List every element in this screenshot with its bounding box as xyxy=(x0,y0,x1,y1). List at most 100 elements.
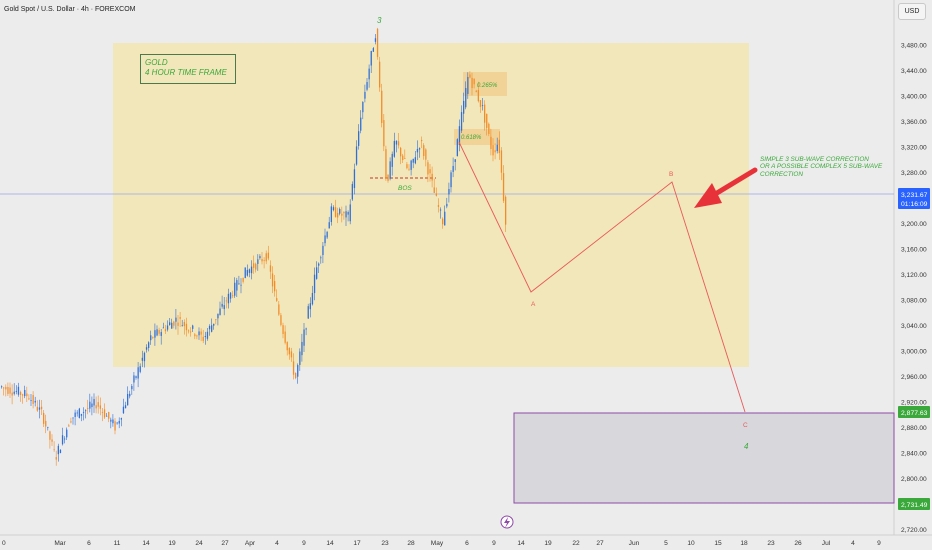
candle-body xyxy=(122,406,125,414)
candle-body xyxy=(95,405,97,409)
lightning-icon[interactable] xyxy=(500,515,514,529)
candle-body xyxy=(334,207,337,218)
candle-body xyxy=(257,259,259,264)
candle-body xyxy=(171,322,173,329)
candle-body xyxy=(250,266,253,274)
candle-body xyxy=(328,222,330,229)
candle-body xyxy=(127,394,129,406)
candle-body xyxy=(320,257,322,259)
target-zone-box xyxy=(513,412,895,504)
x-tick-label: 14 xyxy=(517,540,525,547)
candle-body xyxy=(276,298,278,301)
candle-body xyxy=(473,78,475,85)
candle-body xyxy=(383,120,385,147)
x-tick-label: May xyxy=(431,540,444,547)
candle-body xyxy=(498,139,500,154)
candle-body xyxy=(402,155,404,160)
candle-body xyxy=(238,283,240,285)
x-tick-label: 28 xyxy=(407,540,415,547)
x-tick-label: 0 xyxy=(2,540,6,547)
candle-body xyxy=(118,420,120,424)
candle-body xyxy=(103,409,106,418)
candle-body xyxy=(484,104,486,123)
candle-body xyxy=(397,141,400,146)
timeframe-line-1: GOLD xyxy=(145,58,168,67)
candle-body xyxy=(490,136,492,149)
candle-body xyxy=(385,149,387,179)
candle-body xyxy=(173,321,175,326)
candle-body xyxy=(376,28,379,57)
x-tick-label: 27 xyxy=(221,540,229,547)
candle-body xyxy=(162,327,164,329)
candle-body xyxy=(47,426,49,428)
candle-body xyxy=(185,323,188,331)
candle-body xyxy=(110,419,112,422)
candle-body xyxy=(439,209,442,211)
wave-c-label: C xyxy=(743,422,748,429)
symbol-title[interactable]: Gold Spot / U.S. Dollar · 4h · FOREXCOM xyxy=(4,6,136,13)
candle-body xyxy=(133,375,135,383)
x-tick-label: Mar xyxy=(54,540,66,547)
candle-body xyxy=(49,431,51,440)
candle-body xyxy=(66,429,68,438)
candle-body xyxy=(227,293,230,304)
candle-body xyxy=(101,412,104,413)
candle-body xyxy=(137,367,139,379)
candle-body xyxy=(229,292,232,299)
x-tick-label: 19 xyxy=(544,540,552,547)
wave-correction-note: SIMPLE 3 SUB-WAVE CORRECTION OR A POSSIB… xyxy=(760,156,900,178)
candle-body xyxy=(433,187,435,193)
candle-body xyxy=(425,149,427,160)
bos-label: BOS xyxy=(398,185,412,192)
candle-body xyxy=(370,51,372,66)
y-tick-label: 3,440.00 xyxy=(901,68,927,75)
consolidation-zone xyxy=(113,43,749,367)
candle-body xyxy=(248,269,251,273)
candle-body xyxy=(124,405,127,409)
candle-body xyxy=(3,387,5,389)
y-tick-label: 2,960.00 xyxy=(901,374,927,381)
candle-body xyxy=(202,336,204,341)
candle-body xyxy=(427,162,429,175)
candle-body xyxy=(253,263,255,268)
candle-body xyxy=(295,372,297,379)
candle-body xyxy=(343,211,345,214)
time-axis: 0 Mar 6 11 14 19 24 27 Apr 4 9 14 17 23 28 May 6 9 14 19 22 2… xyxy=(2,540,881,547)
candle-body xyxy=(465,88,467,108)
candle-body xyxy=(429,169,431,174)
candle-body xyxy=(379,61,381,88)
candle-body xyxy=(74,412,76,417)
candle-body xyxy=(211,325,213,332)
candle-body xyxy=(358,131,360,146)
candle-body xyxy=(316,267,318,279)
timeframe-annotation-box: GOLD 4 HOUR TIME FRAME xyxy=(140,54,236,84)
candle-body xyxy=(481,105,484,107)
candle-body xyxy=(313,274,316,294)
candle-body xyxy=(292,361,295,375)
candle-body xyxy=(303,329,305,346)
candle-body xyxy=(177,322,179,326)
candle-body xyxy=(337,212,339,218)
candle-body xyxy=(32,394,34,404)
candle-body xyxy=(208,326,211,330)
candle-body xyxy=(475,90,477,92)
currency-button[interactable]: USD xyxy=(898,3,926,20)
candle-body xyxy=(311,292,314,305)
candle-body xyxy=(393,140,395,157)
x-tick-label: 27 xyxy=(596,540,604,547)
y-tick-label: 3,120.00 xyxy=(901,272,927,279)
y-tick-label: 3,400.00 xyxy=(901,94,927,101)
candle-body xyxy=(418,148,421,150)
candle-body xyxy=(114,421,116,431)
candle-body xyxy=(364,91,366,99)
candle-body xyxy=(13,391,15,394)
candle-body xyxy=(148,342,150,348)
candle-body xyxy=(502,173,505,201)
wave-note-line-3: CORRECTION xyxy=(760,170,803,178)
candle-body xyxy=(26,393,28,397)
candle-body xyxy=(38,407,41,410)
candle-body xyxy=(234,282,236,296)
candle-body xyxy=(458,126,461,146)
x-tick-label: 14 xyxy=(326,540,334,547)
